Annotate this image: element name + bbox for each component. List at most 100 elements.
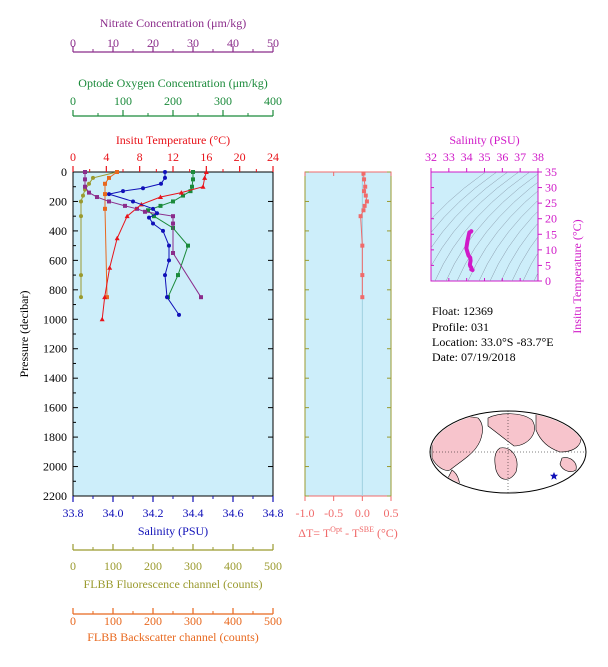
fluorescence-point [79, 295, 83, 300]
delta-t-point [358, 214, 363, 219]
backscatter-axis-label: FLBB Backscatter channel (counts) [87, 630, 259, 644]
pressure-tick-label: 1200 [43, 342, 67, 356]
fluorescence-point [87, 181, 91, 186]
backscatter-point [105, 295, 109, 300]
delta-t-label-part: ΔT= T [298, 526, 331, 540]
delta-t-point [362, 189, 367, 194]
profile-id: 031 [471, 320, 489, 334]
nitrate-point [83, 177, 87, 182]
oxygen-point [146, 208, 150, 213]
ts-isoline [445, 173, 538, 281]
float-location-marker [550, 472, 558, 480]
temperature-axis-label: Insitu Temperature (°C) [116, 133, 230, 147]
temperature-tick-label: 12 [167, 150, 179, 164]
salinity-point [131, 199, 135, 204]
ts-isoline [431, 172, 498, 234]
date-value: 07/19/2018 [461, 350, 516, 364]
oxygen-point [171, 199, 175, 204]
ts-isoline [500, 222, 538, 281]
salinity-point [155, 211, 159, 216]
nitrate-point [143, 209, 147, 214]
location-label: Location: [432, 335, 478, 349]
ts-profile-line [464, 229, 475, 273]
pressure-tick-label: 1600 [43, 401, 67, 415]
temperature-point [102, 294, 108, 300]
salinity-point [161, 228, 165, 233]
salinity-tick-label: 34.0 [103, 506, 124, 520]
fluorescence-point [79, 199, 83, 204]
salinity-axis-label: Salinity (PSU) [138, 524, 208, 538]
float-id: 12369 [463, 304, 494, 318]
salinity-point [151, 206, 155, 211]
salinity-point [163, 170, 167, 174]
oxygen-point [191, 170, 195, 174]
temperature-tick-label: 4 [103, 150, 109, 164]
fluorescence-tick-label: 300 [184, 559, 202, 573]
pressure-tick-label: 0 [61, 165, 67, 179]
delta-t-point [364, 199, 369, 204]
ts-isoline [522, 252, 538, 281]
nitrate-point [107, 199, 111, 204]
delta-t-label-superscript: Opt [330, 525, 343, 534]
delta-t-label-part: (°C) [374, 526, 398, 540]
temperature-tick-label: 20 [234, 150, 246, 164]
ts-temperature-tick-label: 5 [545, 258, 551, 272]
delta-t-label-part: - T [342, 526, 360, 540]
ts-isoline [478, 200, 538, 281]
salinity-point [147, 215, 151, 220]
date-line: Date: 07/19/2018 [432, 350, 516, 365]
temperature-tick-label: 16 [200, 150, 212, 164]
nitrate-point [87, 190, 91, 195]
oxygen-point [186, 243, 190, 248]
pressure-tick-label: 600 [49, 253, 67, 267]
ts-temperature-tick-label: 35 [545, 165, 557, 179]
ts-salinity-tick-label: 38 [532, 150, 544, 164]
temperature-point [178, 190, 184, 195]
backscatter-point [103, 181, 107, 186]
ts-temperature-tick-label: 20 [545, 212, 557, 226]
backscatter-tick-label: 100 [104, 614, 122, 628]
delta-t-point [360, 295, 365, 300]
temperature-tick-label: 8 [137, 150, 143, 164]
salinity-tick-label: 33.8 [63, 506, 84, 520]
salinity-point [165, 295, 169, 300]
pressure-tick-label: 1800 [43, 430, 67, 444]
temperature-point [200, 184, 206, 189]
oxygen-tick-label: 300 [214, 94, 232, 108]
fluorescence-point [81, 193, 85, 198]
ts-isoline [431, 172, 487, 220]
salinity-point [163, 175, 167, 180]
backscatter-point [107, 175, 111, 180]
nitrate-point [123, 203, 127, 208]
pressure-tick-label: 800 [49, 283, 67, 297]
salinity-tick-label: 34.4 [183, 506, 204, 520]
temperature-point [99, 316, 105, 322]
nitrate-point [83, 170, 87, 174]
oxygen-point [191, 177, 195, 182]
nitrate-tick-label: 0 [70, 36, 76, 50]
nitrate-tick-label: 10 [107, 36, 119, 50]
backscatter-point [103, 206, 107, 211]
ts-salinity-tick-label: 34 [461, 150, 473, 164]
backscatter-tick-label: 400 [224, 614, 242, 628]
temperature-point [158, 194, 163, 200]
location-line: Location: 33.0°S -83.7°E [432, 335, 554, 350]
ts-plot-area [430, 171, 539, 282]
backscatter-point [103, 192, 107, 197]
pressure-axis-label: Pressure (decibar) [17, 291, 31, 378]
ts-temperature-tick-label: 30 [545, 181, 557, 195]
temperature-tick-label: 24 [267, 150, 279, 164]
salinity-tick-label: 34.2 [143, 506, 164, 520]
ts-isoline [456, 181, 538, 281]
nitrate-point [171, 214, 175, 219]
nitrate-tick-label: 20 [147, 36, 159, 50]
oxygen-tick-label: 400 [264, 94, 282, 108]
ts-isoline [489, 210, 538, 281]
oxygen-point [176, 273, 180, 278]
salinity-point [177, 312, 181, 317]
delta-t-axis-label: ΔT= TOpt - TSBE (°C) [298, 525, 398, 540]
salinity-point [159, 181, 163, 186]
pressure-tick-label: 2200 [43, 489, 67, 503]
